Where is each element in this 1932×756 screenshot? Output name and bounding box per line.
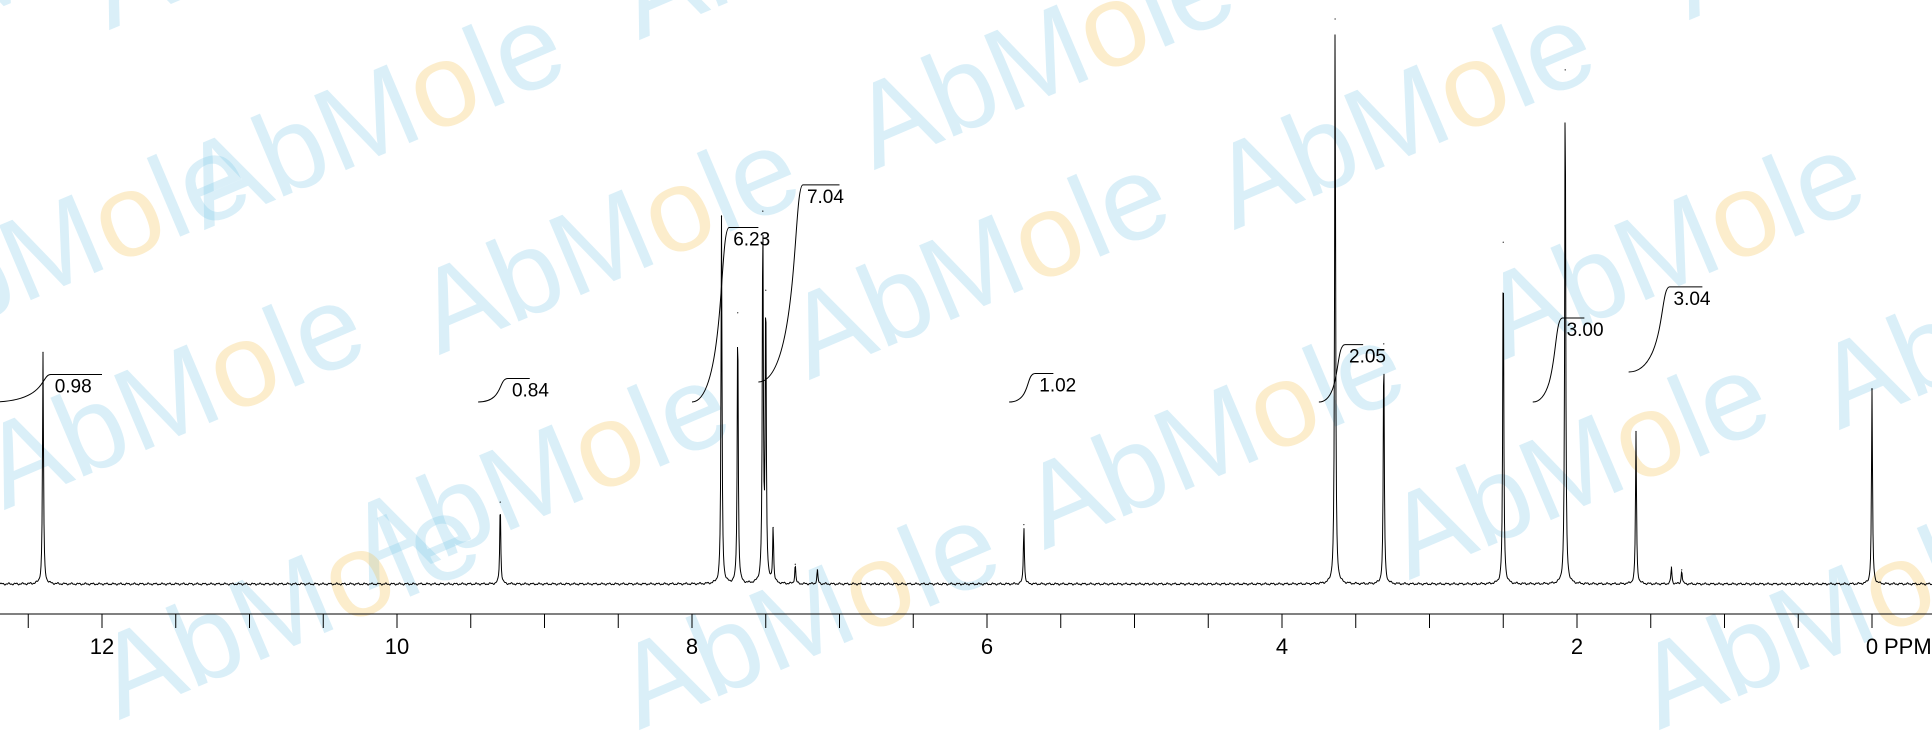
integral-curve <box>1009 372 1054 403</box>
tick-label: 8 <box>686 634 698 659</box>
integral-curve <box>0 374 102 403</box>
integral-curve <box>478 377 530 403</box>
peak-point <box>772 526 774 529</box>
ppm-axis: 12 10 8 6 4 2 0 PPM <box>0 613 1932 659</box>
peak-point <box>1871 388 1873 390</box>
peak-point <box>42 351 44 353</box>
integral-label: 7.04 <box>807 187 844 208</box>
tick-label: 0 <box>1866 634 1878 659</box>
tick-label: 2 <box>1571 634 1583 659</box>
peak-point <box>762 210 764 212</box>
tick-label: 6 <box>981 634 993 659</box>
peak-point <box>720 216 723 218</box>
peak-point <box>1383 343 1385 345</box>
peak-point <box>816 569 818 571</box>
integral-label: 2.05 <box>1349 347 1386 368</box>
spectrum-line <box>0 34 1932 586</box>
integral-label: 6.23 <box>733 230 770 251</box>
peak-point <box>737 312 739 314</box>
integral-curves: 0.98 0.84 6.23 7.04 1.02 2.05 3.00 3.04 <box>0 184 1711 403</box>
axis-unit-label: PPM <box>1884 634 1932 659</box>
integral-label: 0.98 <box>55 377 92 398</box>
peak-point <box>1334 18 1336 20</box>
peak-point <box>1681 569 1683 571</box>
integral-label: 3.00 <box>1567 320 1604 341</box>
integral-label: 0.84 <box>512 380 549 401</box>
peak-point <box>794 563 796 565</box>
tick-label: 10 <box>385 634 409 659</box>
nmr-spectrum-chart: 0.98 0.84 6.23 7.04 1.02 2.05 3.00 3.04 12 10 8 6 4… <box>0 18 1932 659</box>
tick-label: 12 <box>90 634 114 659</box>
peak-point <box>1564 69 1566 71</box>
peak-point <box>765 289 767 291</box>
spectrum-trace <box>0 18 1932 586</box>
integral-curve <box>1532 317 1585 403</box>
peak-point <box>499 501 501 503</box>
peak-point <box>1670 566 1672 568</box>
peak-point <box>1635 430 1637 433</box>
integral-curve <box>691 227 759 403</box>
integral-curve <box>1318 344 1364 403</box>
integral-curve <box>758 184 840 383</box>
peak-point <box>1023 524 1025 526</box>
integral-curve <box>1628 286 1703 373</box>
peak-point <box>1502 241 1504 243</box>
tick-label: 4 <box>1276 634 1288 659</box>
integral-label: 1.02 <box>1039 375 1076 396</box>
integral-label: 3.04 <box>1674 289 1711 310</box>
